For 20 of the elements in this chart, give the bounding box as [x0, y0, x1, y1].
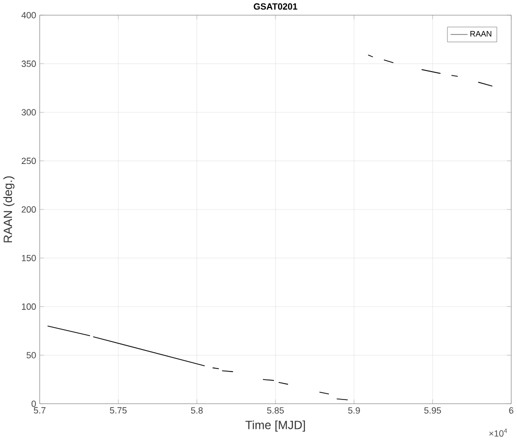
y-tick-label: 0	[32, 400, 36, 407]
y-axis-title: RAAN (deg.)	[3, 176, 14, 242]
y-tick-label: 300	[22, 109, 36, 116]
x-tick-label: 6	[509, 407, 514, 414]
text: ×10$^{4}$	[489, 428, 508, 437]
x-tick-label: 5.8	[191, 407, 203, 414]
x-tick-label: 5.85	[267, 407, 284, 414]
y-tick-label: 400	[21, 12, 36, 18]
y-tick-label: 100	[22, 303, 36, 310]
x-tick-label: 5.9	[348, 407, 360, 414]
y-tick-label: 250	[22, 158, 36, 164]
y-tick-label: 150	[22, 254, 36, 262]
x-axis-title: Time [MJD]	[245, 420, 305, 432]
x-tick-label: 5.75	[110, 407, 127, 414]
chart-title: GSAT0201	[254, 3, 298, 10]
y-tick-label: 50	[26, 352, 36, 358]
x-tick-label: 5.95	[424, 407, 441, 414]
y-tick-label: 200	[22, 206, 36, 213]
y-tick-label: 350	[22, 60, 36, 67]
x-tick-label: 5.7	[34, 407, 46, 414]
